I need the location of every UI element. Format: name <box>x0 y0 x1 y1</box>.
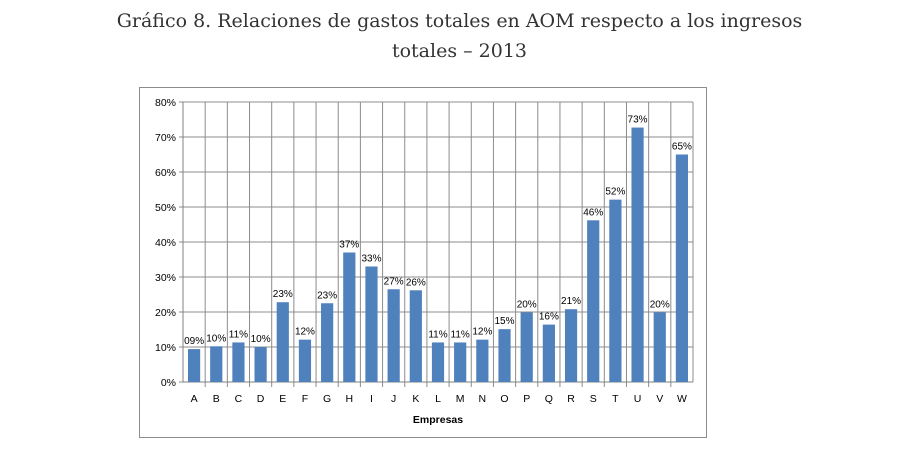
x-tick-label-P: P <box>523 393 530 405</box>
x-tick-label-C: C <box>235 393 243 405</box>
x-tick-label-U: U <box>634 393 642 405</box>
data-label-W: 65% <box>672 142 692 153</box>
bar-I <box>365 266 378 382</box>
data-label-J: 27% <box>384 276 404 287</box>
y-tick-label: 50% <box>155 202 176 214</box>
data-label-A: 09% <box>184 336 204 347</box>
x-tick-label-L: L <box>435 393 441 405</box>
data-label-O: 15% <box>495 316 515 327</box>
bar-N <box>476 339 489 382</box>
y-tick-label: 40% <box>155 237 176 249</box>
bar-L <box>431 342 445 382</box>
x-tick-label-W: W <box>677 393 687 405</box>
data-label-C: 11% <box>229 329 248 340</box>
bar-G <box>321 303 334 382</box>
data-label-P: 20% <box>517 299 537 310</box>
data-label-M: 11% <box>451 329 470 340</box>
data-label-B: 10% <box>206 333 226 344</box>
x-tick-label-J: J <box>391 393 396 405</box>
bar-H <box>343 252 356 382</box>
x-tick-label-H: H <box>346 393 354 405</box>
bar-C <box>232 342 245 382</box>
x-tick-label-O: O <box>500 393 508 405</box>
x-tick-label-N: N <box>479 393 487 405</box>
data-label-V: 20% <box>650 299 670 310</box>
y-tick-label: 20% <box>155 307 176 319</box>
x-tick-label-D: D <box>257 393 265 405</box>
data-label-L: 11% <box>428 329 447 340</box>
bar-F <box>298 339 312 382</box>
data-label-K: 26% <box>406 277 426 288</box>
data-label-T: 52% <box>605 187 625 198</box>
bar-D <box>254 347 267 382</box>
x-tick-label-M: M <box>456 393 465 405</box>
bar-R <box>564 309 578 382</box>
bar-Q <box>542 324 555 382</box>
y-tick-label: 30% <box>155 272 176 284</box>
data-label-E: 23% <box>273 289 293 300</box>
data-label-S: 46% <box>583 207 603 218</box>
x-tick-label-K: K <box>412 393 419 405</box>
bar-T <box>609 199 622 382</box>
bar-K <box>409 290 422 382</box>
x-tick-label-Q: Q <box>545 393 553 405</box>
bar-S <box>587 220 600 382</box>
y-tick-label: 10% <box>155 342 176 354</box>
chart-title-line-1: Gráfico 8. Relaciones de gastos totales … <box>116 10 803 32</box>
bar-P <box>520 312 533 382</box>
chart-title-line-2: totales – 2013 <box>391 40 528 62</box>
data-label-H: 37% <box>339 240 359 251</box>
bar-W <box>675 154 689 382</box>
y-tick-label: 70% <box>155 132 176 144</box>
data-label-I: 33% <box>361 254 381 265</box>
x-axis-title: Empresas <box>413 414 463 426</box>
bar-E <box>276 302 289 382</box>
bar-V <box>653 312 666 382</box>
x-tick-label-R: R <box>567 393 575 405</box>
x-tick-label-T: T <box>612 393 619 405</box>
bar-U <box>631 127 644 382</box>
chart-title: Gráfico 8. Relaciones de gastos totales … <box>0 6 919 66</box>
data-label-D: 10% <box>251 334 271 345</box>
y-tick-label: 0% <box>161 377 176 389</box>
x-tick-label-B: B <box>213 393 220 405</box>
x-tick-label-F: F <box>302 393 308 405</box>
y-tick-label: 60% <box>155 167 176 179</box>
data-label-Q: 16% <box>539 312 559 323</box>
data-label-F: 12% <box>295 327 315 338</box>
bar-A <box>187 349 201 382</box>
x-tick-label-A: A <box>191 393 198 405</box>
x-tick-label-I: I <box>370 393 373 405</box>
bar-B <box>210 346 223 382</box>
x-tick-label-S: S <box>590 393 597 405</box>
bar-M <box>454 342 467 382</box>
data-label-U: 73% <box>628 115 648 126</box>
bar-J <box>387 289 400 382</box>
bar-O <box>498 329 511 382</box>
data-label-R: 21% <box>561 296 581 307</box>
y-tick-label: 80% <box>155 97 176 109</box>
data-label-G: 23% <box>317 290 337 301</box>
x-tick-label-E: E <box>279 393 286 405</box>
x-tick-label-G: G <box>323 393 331 405</box>
x-tick-label-V: V <box>656 393 663 405</box>
data-label-N: 12% <box>472 327 492 338</box>
